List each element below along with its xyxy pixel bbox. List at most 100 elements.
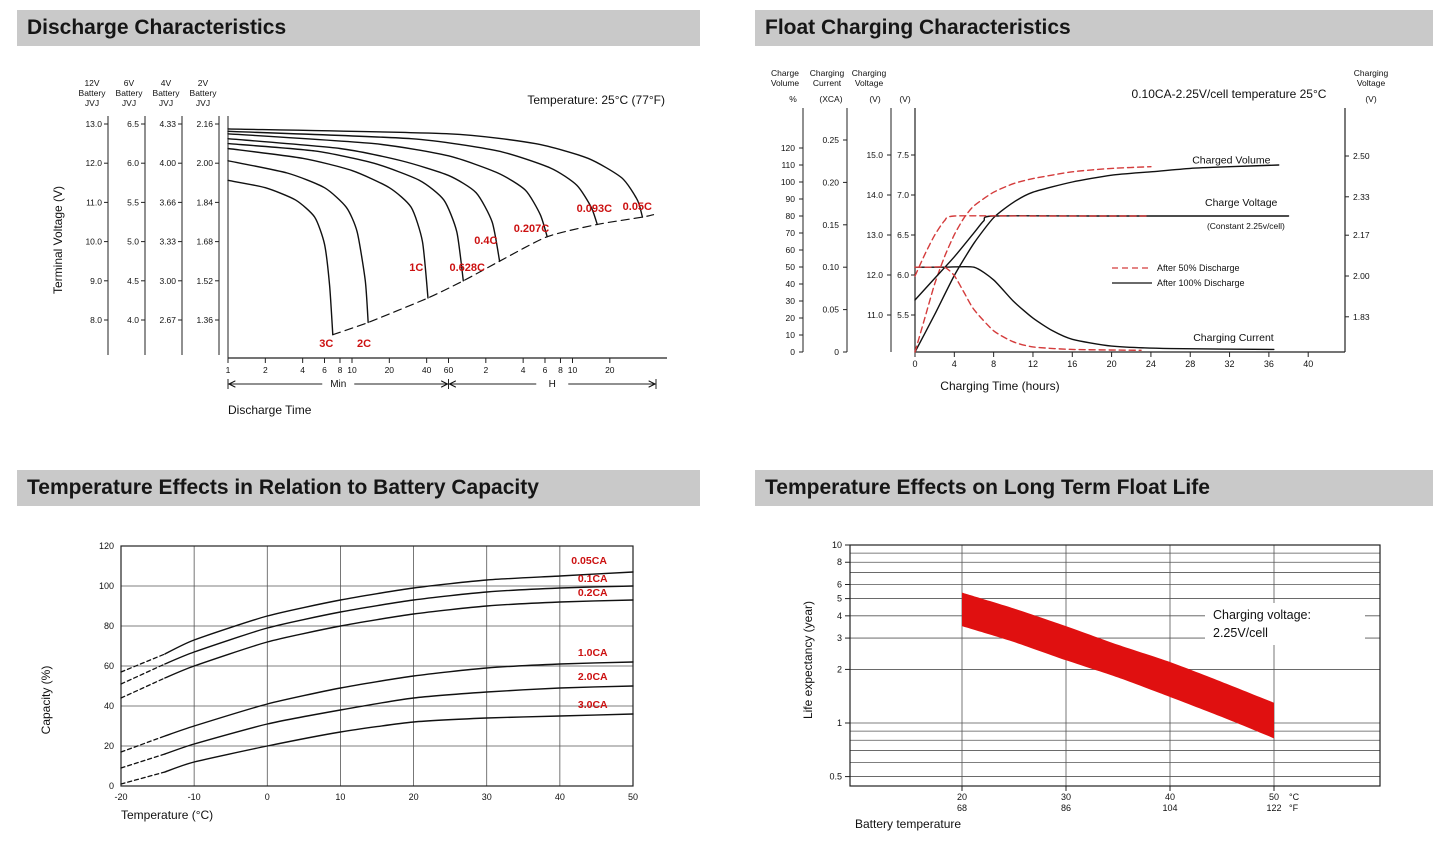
scale-header: 4V xyxy=(161,78,172,88)
panel-title-temp-capacity: Temperature Effects in Relation to Batte… xyxy=(17,470,700,506)
tick-label: 1.68 xyxy=(196,237,213,247)
arrow-head-icon xyxy=(648,380,656,388)
panel-title-discharge: Discharge Characteristics xyxy=(17,10,700,46)
tick-label: 4.5 xyxy=(127,276,139,286)
y-axis-label: Terminal Voltage (V) xyxy=(51,186,65,294)
scale-unit: % xyxy=(789,94,797,104)
x-axis-label: Battery temperature xyxy=(855,817,961,831)
temperature-annotation: Temperature: 25°C (77°F) xyxy=(527,93,665,107)
tick-label: 1 xyxy=(837,718,842,728)
scale-header: JVJ xyxy=(122,98,136,108)
y-axis-label: Capacity (%) xyxy=(39,666,53,735)
tick-label: 20 xyxy=(786,313,796,323)
scale-header: Charge xyxy=(771,68,799,78)
tick-label: 13.0 xyxy=(866,230,883,240)
tick-label: 1 xyxy=(226,365,231,375)
series-3.0CA xyxy=(164,713,634,773)
series-0.093C xyxy=(227,130,598,226)
series-0.2CA-dashed xyxy=(120,677,166,699)
tick-label: 50 xyxy=(628,792,638,802)
tick-label: 80 xyxy=(786,211,796,221)
unit-fahrenheit: °F xyxy=(1289,803,1299,813)
series-label-2C: 2C xyxy=(357,338,371,350)
tick-label: 0.5 xyxy=(829,772,842,782)
series-0.05C xyxy=(227,128,644,218)
chart-annotation: 0.10CA-2.25V/cell temperature 25°C xyxy=(1132,87,1327,101)
tick-label: 6.0 xyxy=(897,270,909,280)
tick-label: 7.0 xyxy=(897,190,909,200)
scale-header: 2V xyxy=(198,78,209,88)
series-1C xyxy=(227,147,429,299)
tick-label-celsius: 20 xyxy=(957,792,967,802)
tick-label: 4.0 xyxy=(127,315,139,325)
tick-label: 0 xyxy=(109,781,114,791)
tick-label: 2.00 xyxy=(196,158,213,168)
curve-label: (Constant 2.25v/cell) xyxy=(1207,221,1285,231)
charging-voltage-annotation: 2.25V/cell xyxy=(1213,626,1268,640)
scale-header: Battery xyxy=(153,88,181,98)
tick-label: 40 xyxy=(104,701,114,711)
tick-label: 2.33 xyxy=(1353,192,1370,202)
series-charging-current-100 xyxy=(914,265,1275,351)
tick-label-celsius: 30 xyxy=(1061,792,1071,802)
legend-label: After 50% Discharge xyxy=(1157,263,1240,273)
scale-unit: (V) xyxy=(899,94,911,104)
series-0.2CA xyxy=(164,599,634,679)
tick-label: 5.5 xyxy=(897,310,909,320)
tick-label: 36 xyxy=(1264,359,1274,369)
scale-header: Charging xyxy=(852,68,887,78)
tick-label: 20 xyxy=(605,365,615,375)
tick-label: 40 xyxy=(1303,359,1313,369)
series-1.0CA xyxy=(164,661,634,737)
tick-label: 8 xyxy=(837,557,842,567)
series-label-1C: 1C xyxy=(409,262,423,274)
tick-label: 40 xyxy=(786,279,796,289)
unit-celsius: °C xyxy=(1289,792,1300,802)
tick-label: 70 xyxy=(786,228,796,238)
tick-label: 120 xyxy=(781,143,795,153)
tick-label: 4.00 xyxy=(159,158,176,168)
tick-label: 6 xyxy=(543,365,548,375)
series-label-0.2CA: 0.2CA xyxy=(578,587,608,599)
tick-label: 12.0 xyxy=(866,270,883,280)
tick-label: 1.83 xyxy=(1353,312,1370,322)
tick-label: 16 xyxy=(1067,359,1077,369)
series-label-3C: 3C xyxy=(319,338,333,350)
tick-label: 2.17 xyxy=(1353,230,1370,240)
tick-label: 1.36 xyxy=(196,315,213,325)
tick-label: 0.20 xyxy=(822,177,839,187)
series-label-0.207C: 0.207C xyxy=(514,223,550,235)
tick-label: 0.10 xyxy=(822,262,839,272)
scale-header: Voltage xyxy=(1357,78,1386,88)
x-axis-label: Temperature (°C) xyxy=(121,808,213,822)
scale-header: Charging xyxy=(1354,68,1389,78)
tick-label: 60 xyxy=(104,661,114,671)
tick-label: 9.0 xyxy=(90,276,102,286)
scale-header: Charging xyxy=(810,68,845,78)
tick-label: 40 xyxy=(555,792,565,802)
tick-label: 8 xyxy=(338,365,343,375)
tick-label: 60 xyxy=(786,245,796,255)
tick-label: 90 xyxy=(786,194,796,204)
series-2C xyxy=(227,160,369,324)
tick-label: 0.05 xyxy=(822,305,839,315)
tick-label: 24 xyxy=(1146,359,1156,369)
panel-discharge: Discharge Characteristics 1 2V Battery JVJ 1… xyxy=(17,10,700,460)
x-axis-label: Charging Time (hours) xyxy=(940,379,1059,393)
curve-label: Charge Voltage xyxy=(1205,197,1278,209)
tick-label: 3 xyxy=(837,633,842,643)
tick-label: -10 xyxy=(188,792,201,802)
series-3C xyxy=(227,179,334,336)
scale-header: Battery xyxy=(79,88,107,98)
tick-label: 11.0 xyxy=(86,197,102,207)
series-label-1.0CA: 1.0CA xyxy=(578,647,608,659)
series-label-0.4C: 0.4C xyxy=(474,235,497,247)
tick-label: 0.25 xyxy=(822,135,839,145)
tick-label: 3.66 xyxy=(159,197,176,207)
tick-label: 100 xyxy=(99,581,114,591)
tick-label: 10 xyxy=(832,540,842,550)
plot-border xyxy=(120,545,634,787)
tick-label-fahrenheit: 68 xyxy=(957,803,967,813)
series-charging-current-50 xyxy=(914,266,1142,352)
